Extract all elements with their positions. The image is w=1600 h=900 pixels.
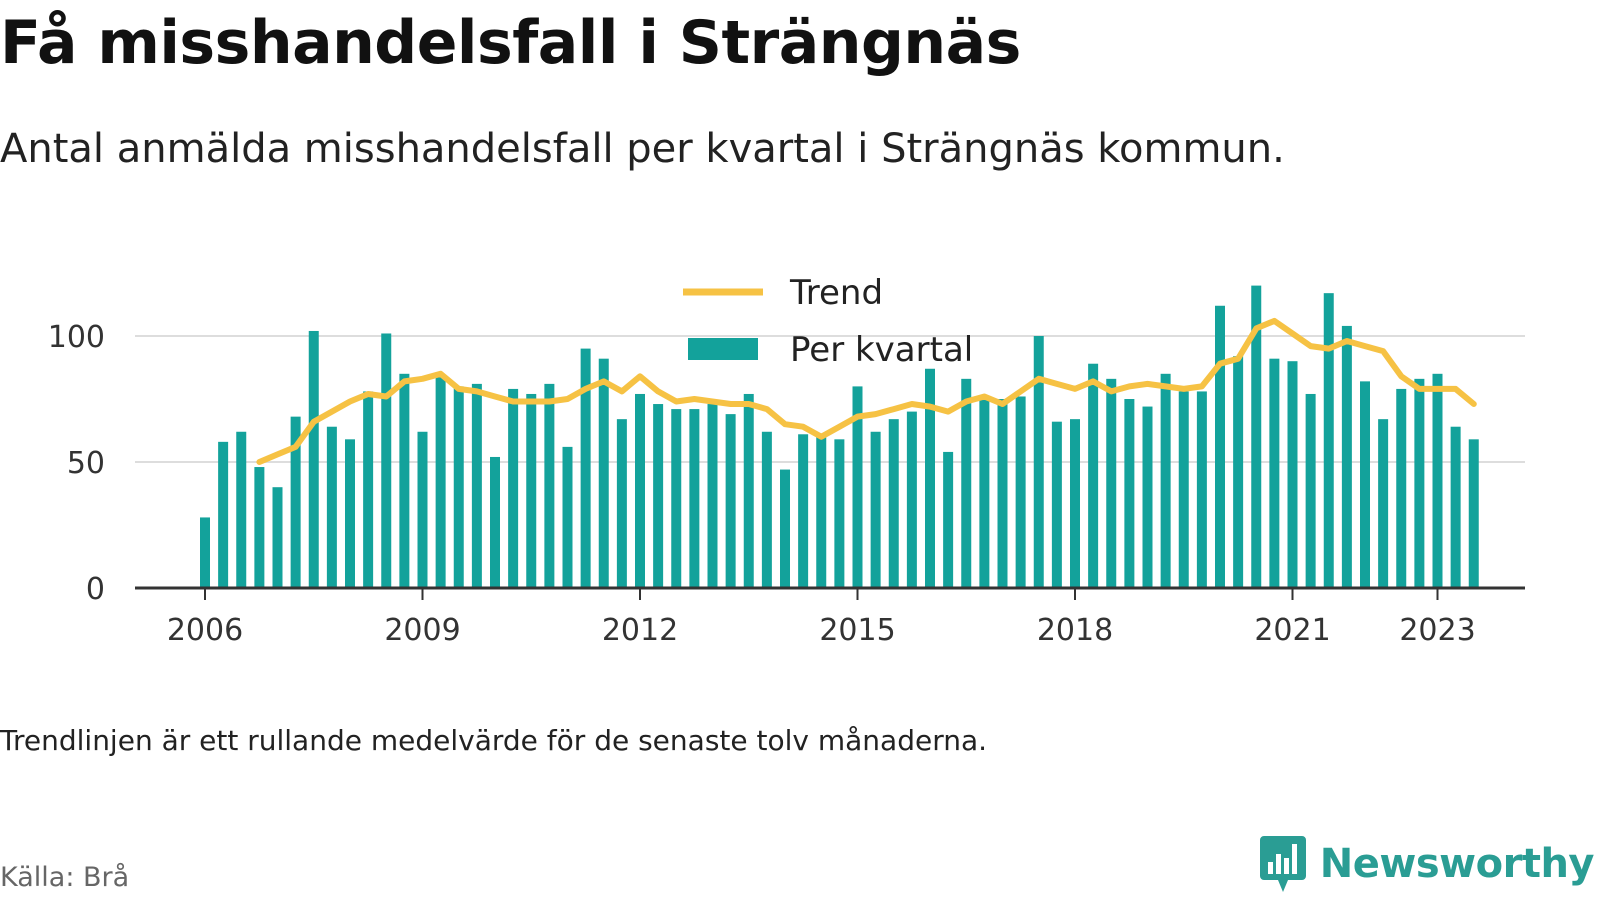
- bar: [997, 399, 1008, 588]
- x-tick-label: 2009: [384, 613, 460, 648]
- x-tick-label: 2021: [1254, 613, 1330, 648]
- bar: [508, 388, 519, 588]
- axis-layer: 0 50 100 2006 2009 2012 2015 2018 2021 2023: [48, 320, 1525, 648]
- bar: [1124, 399, 1135, 588]
- bar: [1178, 391, 1189, 588]
- y-tick-label: 100: [48, 320, 105, 355]
- legend: Trend Per kvartal: [683, 273, 973, 370]
- bar: [490, 456, 500, 588]
- bar: [399, 373, 410, 588]
- bar: [1160, 373, 1171, 588]
- x-tick-label: 2018: [1037, 613, 1113, 648]
- bar: [1396, 388, 1407, 588]
- bar: [653, 404, 664, 588]
- bar: [254, 467, 265, 588]
- bar: [852, 386, 863, 588]
- bar: [326, 426, 337, 588]
- bar: [761, 431, 772, 588]
- bar: [562, 446, 573, 588]
- bar: [598, 358, 609, 588]
- chart-title: Få misshandelsfall i Strängnäs: [0, 8, 1021, 78]
- bar: [580, 348, 591, 588]
- bar: [925, 368, 935, 588]
- bar: [1051, 421, 1062, 588]
- bar: [689, 409, 700, 588]
- bar: [798, 434, 809, 588]
- bar: [308, 330, 319, 588]
- newsworthy-logo[interactable]: Newsworthy: [1259, 836, 1595, 892]
- footnote: Trendlinjen är ett rullande medelvärde f…: [0, 724, 988, 757]
- bar: [1414, 378, 1425, 588]
- bar: [236, 431, 247, 588]
- bar: [616, 419, 627, 588]
- bar: [1468, 439, 1479, 588]
- bar: [1251, 285, 1262, 588]
- bar: [1269, 358, 1280, 588]
- legend-bar-label: Per kvartal: [790, 330, 973, 370]
- bar: [725, 414, 736, 588]
- bar: [816, 434, 827, 588]
- source-label: Källa: Brå: [0, 862, 130, 893]
- bars-layer: [200, 285, 1479, 588]
- bar: [363, 391, 374, 588]
- legend-bar-swatch: [688, 338, 758, 360]
- x-tick-label: 2012: [602, 613, 678, 648]
- x-tick-label: 2023: [1399, 613, 1475, 648]
- bar: [272, 487, 283, 588]
- trend-layer: [256, 317, 1477, 465]
- bar: [544, 383, 555, 588]
- bar: [707, 404, 718, 588]
- bar: [526, 393, 537, 588]
- bar: [1341, 325, 1352, 588]
- bar: [1196, 391, 1207, 588]
- x-tick-label: 2006: [167, 613, 243, 648]
- bar: [1432, 373, 1443, 588]
- bar: [471, 383, 482, 588]
- x-tick-label: 2015: [819, 613, 895, 648]
- bar: [1287, 361, 1298, 588]
- bar: [961, 378, 972, 588]
- bar: [1015, 396, 1026, 588]
- bar: [1305, 393, 1316, 588]
- bar: [218, 441, 229, 588]
- bar: [1142, 406, 1153, 588]
- bar: [1360, 381, 1370, 588]
- bar: [834, 439, 845, 588]
- bar-chart-speech-bubble-icon: [1259, 836, 1306, 892]
- bar: [381, 333, 392, 588]
- bar: [870, 431, 881, 588]
- legend-trend-label: Trend: [789, 273, 883, 313]
- bar: [1378, 419, 1389, 588]
- y-tick-label: 0: [86, 572, 105, 607]
- trend-line: [256, 317, 1477, 465]
- bar: [635, 393, 645, 588]
- bar: [888, 419, 899, 588]
- bar: [345, 439, 355, 588]
- bar: [200, 517, 210, 588]
- bar: [1070, 419, 1080, 588]
- bar: [1033, 336, 1044, 588]
- chart-svg: 0 50 100 2006 2009 2012 2015 2018 2021 2023 Trend…: [48, 273, 1525, 648]
- bar: [417, 431, 428, 588]
- bar: [290, 416, 301, 588]
- bar: [1106, 378, 1117, 588]
- bar: [943, 451, 954, 588]
- bar: [780, 469, 790, 588]
- bar: [979, 399, 990, 588]
- brand-name: Newsworthy: [1319, 841, 1595, 887]
- bar: [1233, 356, 1244, 588]
- bar: [1215, 305, 1225, 588]
- bar: [1323, 293, 1334, 588]
- chart-subtitle: Antal anmälda misshandelsfall per kvarta…: [0, 126, 1285, 172]
- bar: [435, 376, 446, 588]
- bar: [453, 386, 464, 588]
- bar: [743, 393, 754, 588]
- y-tick-label: 50: [67, 446, 105, 481]
- bar: [671, 409, 682, 588]
- bar: [1450, 426, 1461, 588]
- bar: [906, 411, 917, 588]
- bar: [1088, 363, 1099, 588]
